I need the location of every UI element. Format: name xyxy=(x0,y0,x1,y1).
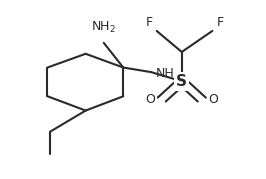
Text: S: S xyxy=(176,74,187,89)
Text: F: F xyxy=(146,16,152,29)
Text: NH$_2$: NH$_2$ xyxy=(91,20,116,35)
Text: O: O xyxy=(146,93,156,106)
Text: NH: NH xyxy=(155,67,174,80)
Text: O: O xyxy=(208,93,218,106)
Text: F: F xyxy=(217,16,224,29)
